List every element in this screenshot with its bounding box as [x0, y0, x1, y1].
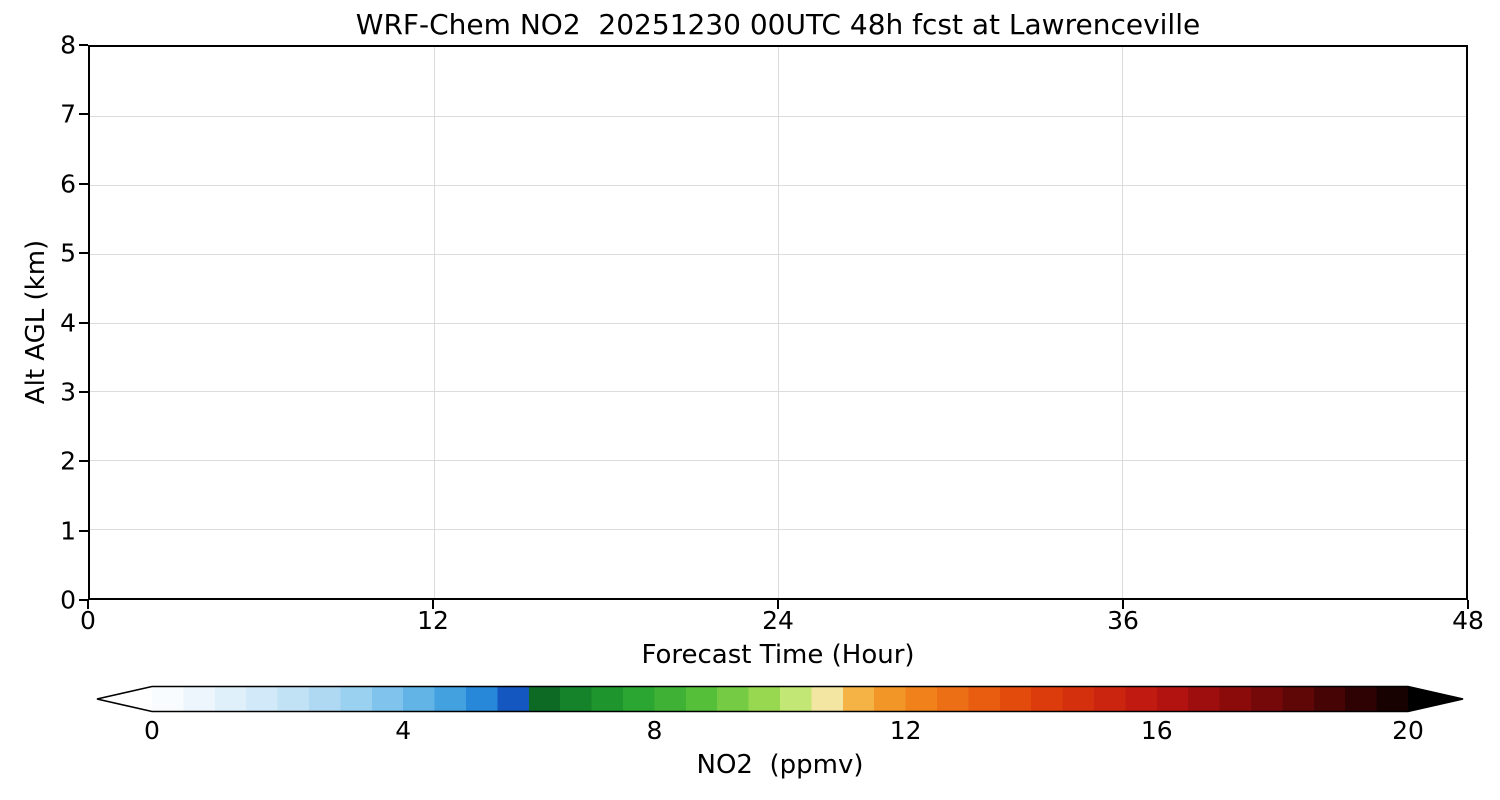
- x-tick-mark: [432, 600, 434, 609]
- y-tick-label: 7: [60, 99, 76, 129]
- vertical-gridline: [778, 47, 779, 598]
- colorbar-tick-label: 16: [1140, 716, 1173, 745]
- y-tick-label: 6: [60, 169, 76, 199]
- colorbar-tick-label: 4: [395, 716, 412, 745]
- chart-title: WRF-Chem NO2 20251230 00UTC 48h fcst at …: [355, 8, 1201, 41]
- y-tick-mark: [79, 390, 88, 393]
- y-tick-mark: [79, 252, 88, 255]
- x-tick-label: 0: [80, 606, 96, 635]
- colorbar-tick-label: 20: [1392, 716, 1424, 745]
- colorbar-tick-label: 0: [144, 716, 160, 745]
- y-tick-label: 2: [60, 446, 76, 476]
- y-tick-label: 8: [60, 30, 76, 60]
- y-tick-label: 4: [60, 308, 76, 337]
- y-tick-label: 0: [60, 585, 76, 615]
- x-tick-mark: [1467, 600, 1469, 609]
- colorbar: [95, 684, 1465, 714]
- y-tick-mark: [79, 182, 88, 185]
- colorbar-over-arrow: [1408, 686, 1463, 712]
- vertical-gridline: [1122, 47, 1123, 598]
- colorbar-under-arrow: [97, 686, 152, 712]
- y-tick-mark: [79, 321, 88, 324]
- y-tick-mark: [79, 529, 88, 532]
- y-tick-label: 1: [60, 516, 76, 546]
- colorbar-body: [152, 686, 1408, 712]
- colorbar-tick-label: 8: [646, 716, 663, 745]
- x-tick-mark: [87, 600, 89, 609]
- x-axis-label: Forecast Time (Hour): [641, 640, 915, 670]
- y-tick-label: 3: [60, 377, 76, 407]
- x-tick-label: 36: [1107, 606, 1139, 635]
- colorbar-tick-label: 12: [889, 716, 922, 745]
- x-tick-label: 24: [762, 606, 794, 635]
- y-tick-mark: [79, 113, 88, 116]
- x-tick-label: 48: [1452, 606, 1484, 635]
- y-tick-mark: [79, 599, 88, 601]
- colorbar-label: NO2 (ppmv): [696, 750, 864, 780]
- vertical-gridline: [434, 47, 435, 598]
- y-tick-mark: [79, 460, 88, 463]
- plot-area: [88, 45, 1468, 600]
- x-tick-label: 12: [417, 606, 449, 635]
- x-tick-mark: [777, 600, 779, 609]
- x-tick-mark: [1122, 600, 1124, 609]
- colorbar-gradient-svg: [96, 685, 1464, 713]
- y-tick-mark: [79, 44, 88, 46]
- colorbar-outline: [96, 685, 1464, 713]
- y-tick-label: 5: [60, 238, 76, 268]
